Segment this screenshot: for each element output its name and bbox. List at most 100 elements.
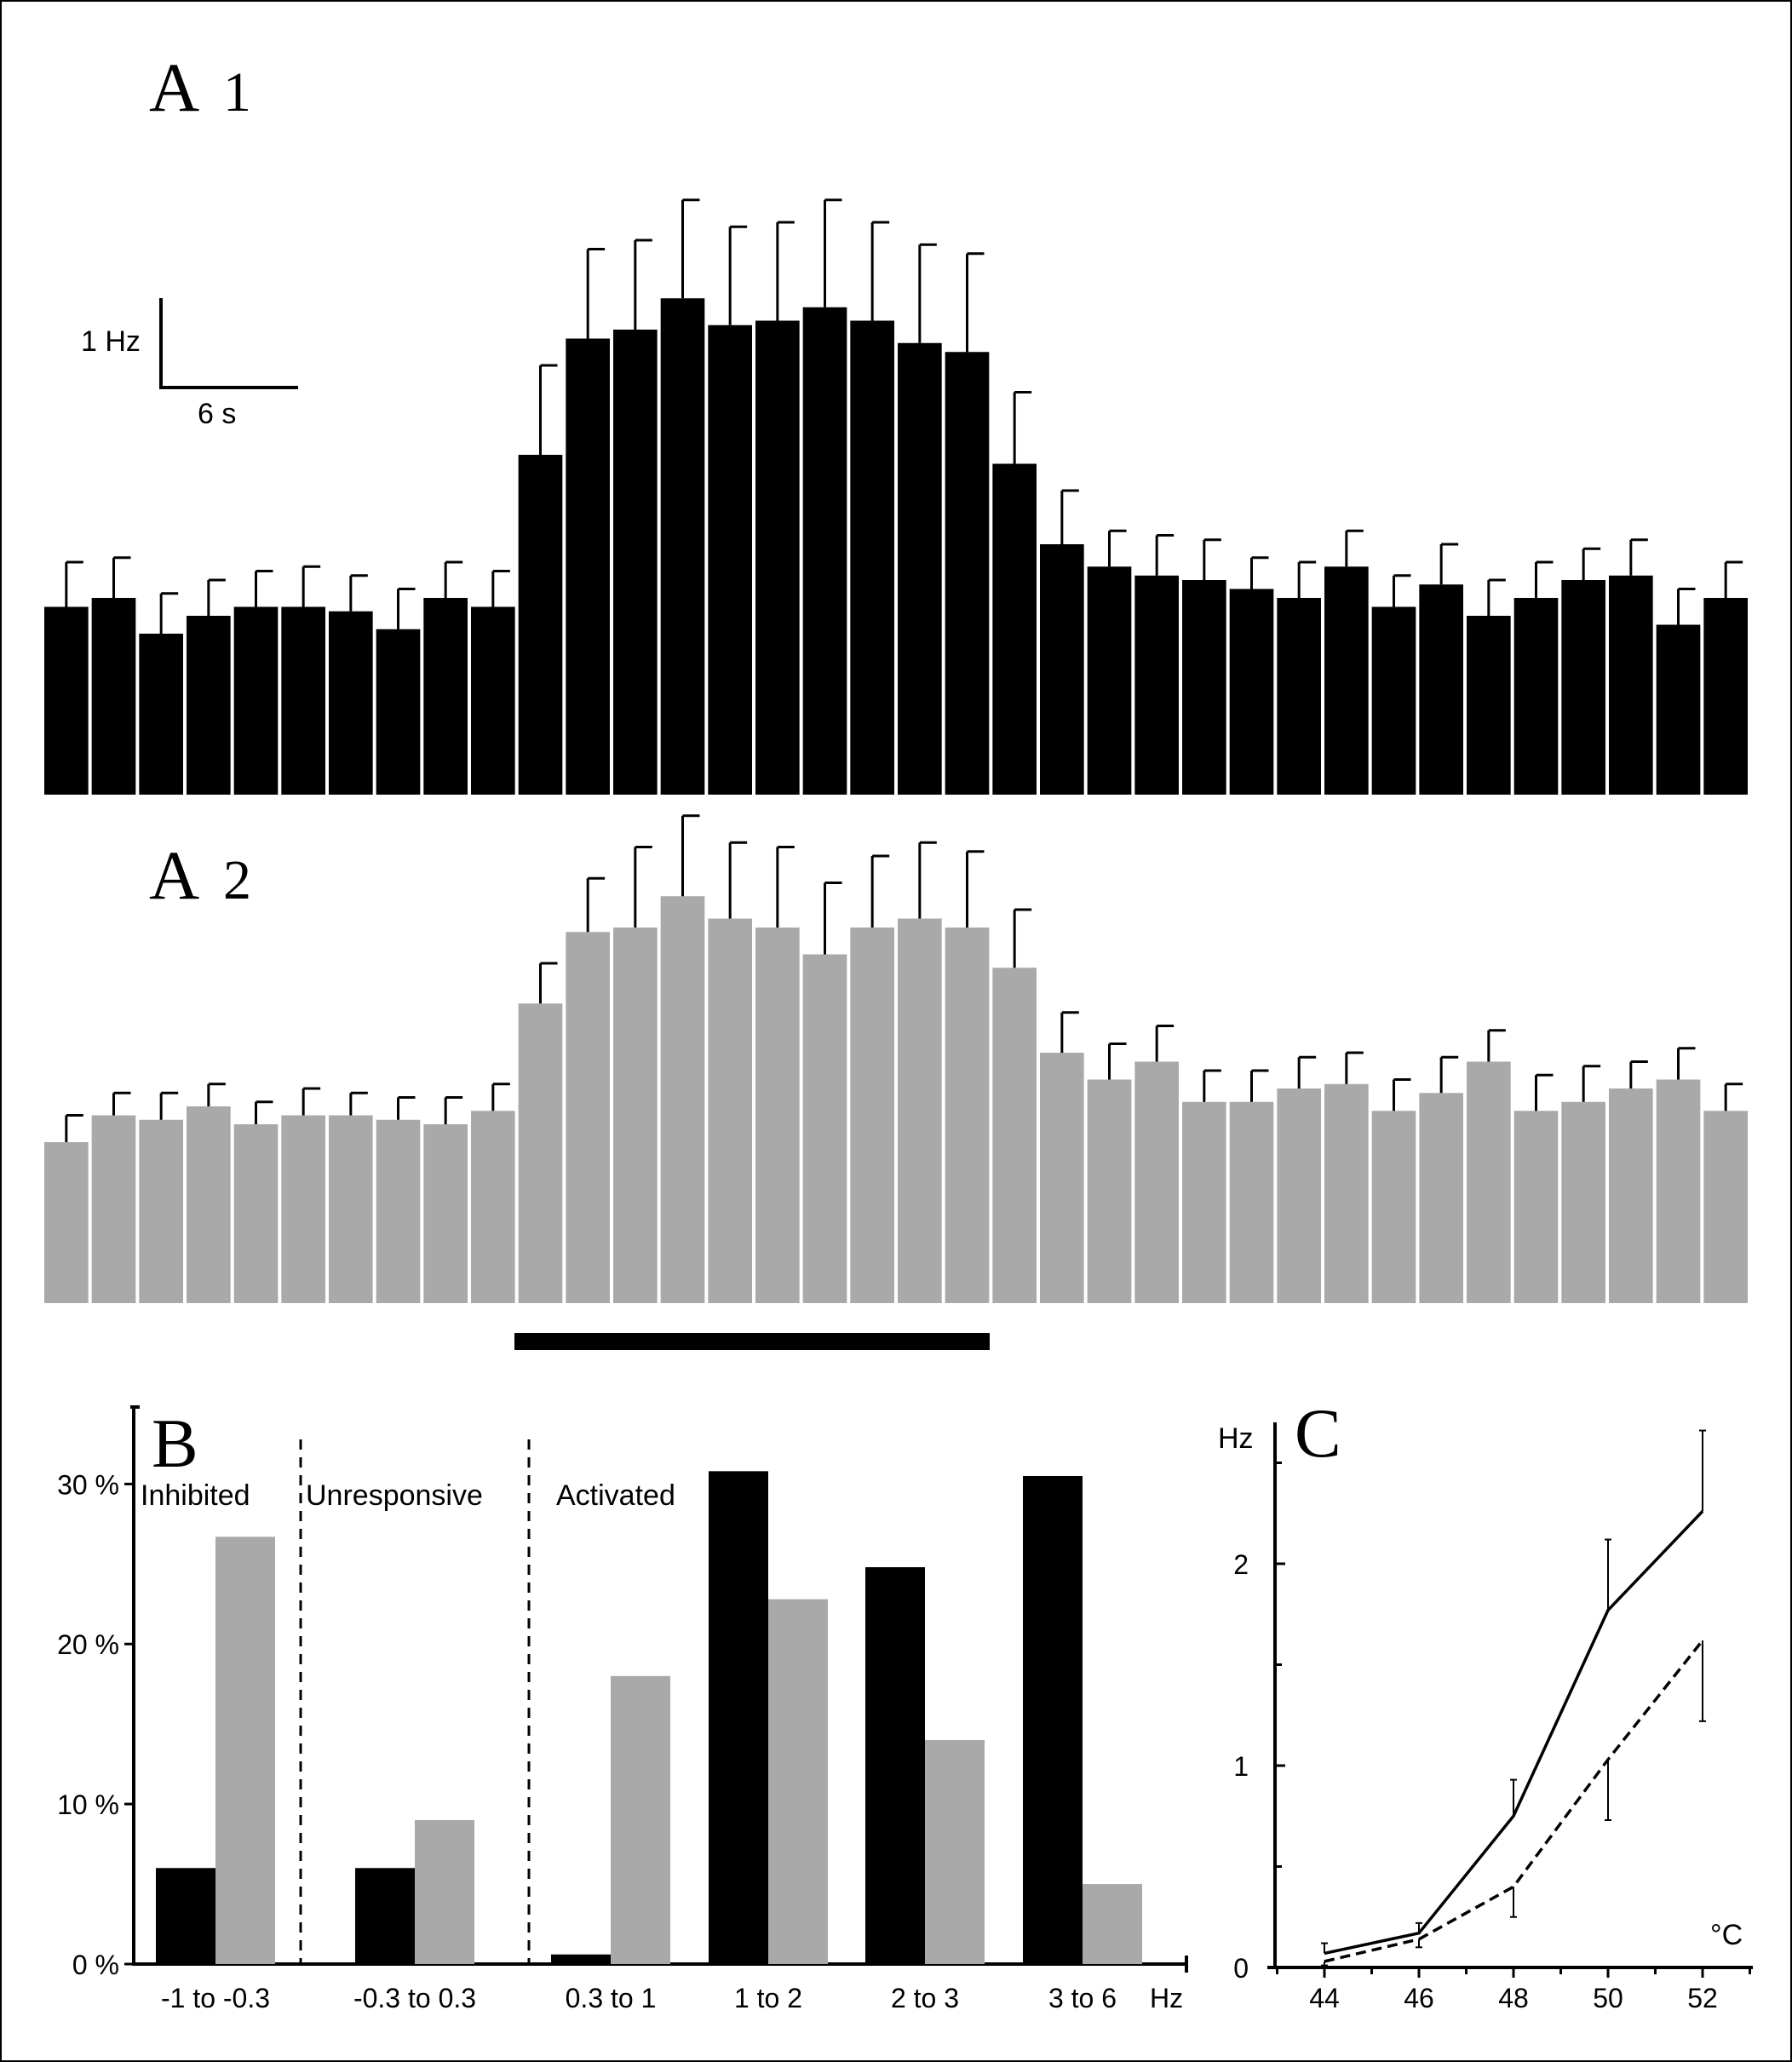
b-y-ticks: 0 % 10 % 20 % 30 % [57,1469,134,1980]
a2-bar [1703,1111,1748,1303]
scale-bar-x-label: 6 s [198,398,236,430]
a1-bar [992,463,1037,795]
panel-a1: A 1 [44,49,1748,795]
a1-bar [281,606,325,795]
a1-bar [139,634,183,795]
a1-bar [91,598,136,795]
a2-bar [1467,1061,1511,1303]
b-bar [1083,1884,1142,1964]
a1-bar [423,598,468,795]
c-y-tick-label: 2 [1233,1549,1249,1580]
a2-bar [898,918,942,1303]
a2-bar [755,928,800,1303]
a2-bar [566,932,610,1303]
b-bar [611,1675,670,1964]
a2-bar [1561,1101,1605,1303]
a1-bar [755,320,800,795]
a1-bar [1277,598,1321,795]
panel-a2-letter: A [149,836,199,914]
c-y-label: Hz [1218,1422,1254,1455]
a2-bar [376,1119,421,1303]
a1-bar [850,320,894,795]
a1-bar [1656,624,1701,795]
a2-bar [613,928,658,1303]
a2-bar [329,1115,373,1303]
a2-bar [1324,1083,1369,1303]
panel-b: B Inhibited Unresponsive Activated 0 % 10… [57,1404,1188,2013]
panel-a2: A 2 [44,814,1748,1303]
a2-bar [1513,1111,1559,1303]
b-x-tick-label: 0.3 to 1 [566,1983,657,2013]
a1-bar [1134,575,1179,795]
a1-bar [613,330,658,795]
a2-bar [233,1124,279,1303]
a2-bar [91,1115,136,1303]
a1-bar [1040,544,1084,795]
a2-bar [1134,1061,1179,1303]
panel-a2-number: 2 [223,849,251,911]
b-bar [709,1471,768,1964]
a2-bar [471,1111,515,1303]
a1-bar [1371,606,1416,795]
a1-bar [945,352,990,795]
a1-bar [376,629,421,795]
a1-bar [1182,580,1226,795]
a2-bar [1040,1053,1084,1303]
b-x-tick-label: -0.3 to 0.3 [353,1983,476,2013]
a2-bar [187,1106,231,1303]
a2-bar [1656,1079,1701,1303]
c-x-label: °C [1710,1919,1743,1951]
a2-bar [281,1115,325,1303]
a2-bar [1609,1088,1653,1303]
a2-bar [660,896,705,1303]
b-bar [865,1567,925,1964]
stimulus-bar [514,1333,990,1350]
c-y-tick-label: 0 [1233,1953,1249,1984]
a1-bar [898,342,942,795]
c-x-tick-label: 48 [1498,1983,1529,2013]
a1-bar [802,307,847,795]
b-group-activated: Activated [556,1479,675,1512]
a2-bar [1277,1088,1321,1303]
a2-bar [518,1003,563,1303]
b-bar [768,1599,828,1964]
a1-bar [1087,566,1132,795]
b-bar [925,1739,985,1964]
a1-bar [44,606,89,795]
panel-c: C Hz °C 0 1 2 44 46 48 50 52 [1218,1394,1753,2013]
a2-bar [945,928,990,1303]
a1-bar [1419,584,1463,795]
a1-bar [518,455,563,795]
a2-bar [1371,1111,1416,1303]
b-x-tick-labels: -1 to -0.3 -0.3 to 0.3 0.3 to 1 1 to 2 2 to … [161,1983,1117,2013]
a2-bar [802,954,847,1303]
b-x-tick-label: -1 to -0.3 [161,1983,270,2013]
a2-bar [1182,1101,1226,1303]
panel-a1-letter: A [149,49,199,126]
scale-bar-y-label: 1 Hz [81,325,141,358]
a2-bar [1087,1079,1132,1303]
a1-bar [1703,598,1748,795]
b-x-tick-label: 2 to 3 [891,1983,959,2013]
b-x-unit: Hz [1150,1983,1183,2013]
b-x-tick-label: 3 to 6 [1048,1983,1117,2013]
b-y-tick-label: 0 % [72,1950,119,1980]
scale-bar: 1 Hz 6 s [81,298,298,430]
a2-bar [423,1124,468,1303]
a1-bar [566,338,610,795]
b-bar [355,1868,415,1964]
a2-bar [1229,1101,1274,1303]
b-y-tick-label: 30 % [57,1469,119,1500]
a1-bar [1229,589,1274,795]
a2-bar [44,1142,89,1303]
a1-bar [233,606,279,795]
b-bars [156,1471,1142,1964]
a1-bar [1609,575,1653,795]
scale-bar-lines [159,298,298,389]
a1-bar [329,611,373,795]
c-x-tick-label: 50 [1593,1983,1623,2013]
a2-histogram [44,814,1748,1303]
panel-c-letter: C [1295,1394,1341,1472]
